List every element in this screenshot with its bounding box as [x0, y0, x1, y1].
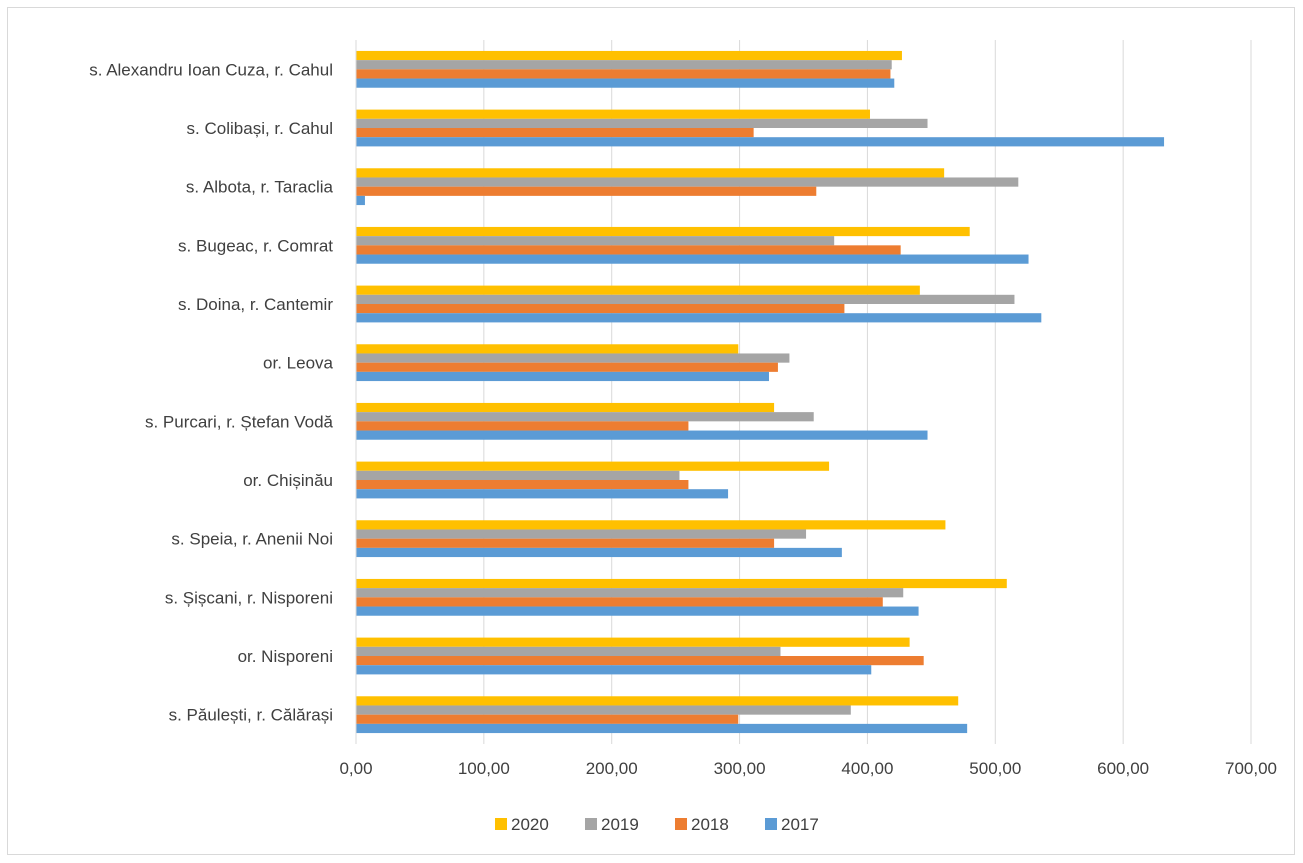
- bar-2020: [356, 226, 970, 237]
- bar-2020: [356, 578, 1007, 589]
- legend-label-2020: 2020: [511, 815, 549, 834]
- category-label: or. Leova: [263, 354, 333, 373]
- bar-2017: [356, 489, 729, 499]
- bar-2017: [356, 723, 968, 734]
- bar-2020: [356, 50, 902, 61]
- bar-2018: [356, 656, 924, 666]
- bar-2018: [356, 186, 817, 196]
- bar-2019: [356, 470, 680, 480]
- legend-label-2017: 2017: [781, 815, 819, 834]
- category-label: s. Păulești, r. Călărași: [169, 706, 333, 725]
- bar-2019: [356, 118, 928, 128]
- bar-2019: [356, 353, 790, 363]
- legend: 2020 2019 2018 2017: [495, 815, 819, 834]
- legend-swatch-2018: [675, 818, 687, 830]
- bar-2019: [356, 705, 851, 715]
- bar-2019: [356, 177, 1019, 187]
- bar-2020: [356, 637, 910, 647]
- category-label: s. Purcari, r. Ștefan Vodă: [145, 412, 334, 431]
- legend-label-2018: 2018: [691, 815, 729, 834]
- category-labels: s. Alexandru Ioan Cuza, r. Cahul s. Colib…: [89, 60, 333, 724]
- legend-swatch-2020: [495, 818, 507, 830]
- x-tick-label: 700,00: [1225, 759, 1277, 778]
- bar-2017: [356, 371, 769, 382]
- category-label: s. Doina, r. Cantemir: [178, 295, 333, 314]
- category-label: s. Șișcani, r. Nisporeni: [165, 588, 333, 607]
- bar-2020: [356, 109, 870, 119]
- bar-2019: [356, 588, 904, 598]
- bar-2020: [356, 696, 959, 706]
- x-tick-label: 200,00: [586, 759, 638, 778]
- category-label: or. Nisporeni: [238, 647, 333, 666]
- bar-2018: [356, 597, 883, 607]
- legend-swatch-2019: [585, 818, 597, 830]
- bar-2019: [356, 236, 835, 246]
- x-tick-label: 600,00: [1097, 759, 1149, 778]
- bar-2019: [356, 294, 1015, 304]
- x-tick-label: 300,00: [714, 759, 766, 778]
- bar-2017: [356, 195, 365, 206]
- bar-2018: [356, 69, 891, 79]
- category-label: s. Colibași, r. Cahul: [187, 119, 333, 138]
- bar-2019: [356, 60, 892, 70]
- bar-2020: [356, 461, 830, 471]
- bar-2017: [356, 547, 842, 558]
- bar-2020: [356, 344, 739, 354]
- bars: [356, 50, 1165, 734]
- bar-2018: [356, 714, 739, 724]
- bar-2018: [356, 421, 689, 431]
- bar-2020: [356, 520, 946, 530]
- value-axis: 0,00 100,00 200,00 300,00 400,00 500,00 600,00…: [339, 40, 1277, 778]
- bar-2018: [356, 304, 845, 314]
- bar-2019: [356, 646, 781, 656]
- legend-swatch-2017: [765, 818, 777, 830]
- bar-2017: [356, 137, 1165, 147]
- bar-2017: [356, 78, 895, 88]
- bar-2017: [356, 254, 1029, 264]
- x-tick-label: 0,00: [339, 759, 372, 778]
- x-tick-label: 500,00: [969, 759, 1021, 778]
- bar-2018: [356, 362, 778, 372]
- bar-2018: [356, 538, 775, 548]
- bar-2020: [356, 402, 775, 413]
- category-label: s. Speia, r. Anenii Noi: [171, 530, 333, 549]
- bar-2017: [356, 313, 1042, 323]
- category-label: s. Bugeac, r. Comrat: [178, 236, 333, 255]
- bar-2018: [356, 480, 689, 490]
- bar-2018: [356, 128, 754, 138]
- bar-2020: [356, 285, 920, 295]
- bar-2017: [356, 606, 919, 616]
- bar-2019: [356, 412, 814, 422]
- x-tick-label: 400,00: [841, 759, 893, 778]
- category-label: s. Albota, r. Taraclia: [186, 178, 334, 197]
- legend-label-2019: 2019: [601, 815, 639, 834]
- bar-2020: [356, 168, 945, 178]
- bar-2018: [356, 245, 901, 255]
- bar-2017: [356, 430, 928, 440]
- category-label: or. Chișinău: [243, 471, 333, 490]
- x-tick-label: 100,00: [458, 759, 510, 778]
- bar-2017: [356, 665, 872, 675]
- category-label: s. Alexandru Ioan Cuza, r. Cahul: [89, 60, 333, 79]
- bar-2019: [356, 529, 807, 539]
